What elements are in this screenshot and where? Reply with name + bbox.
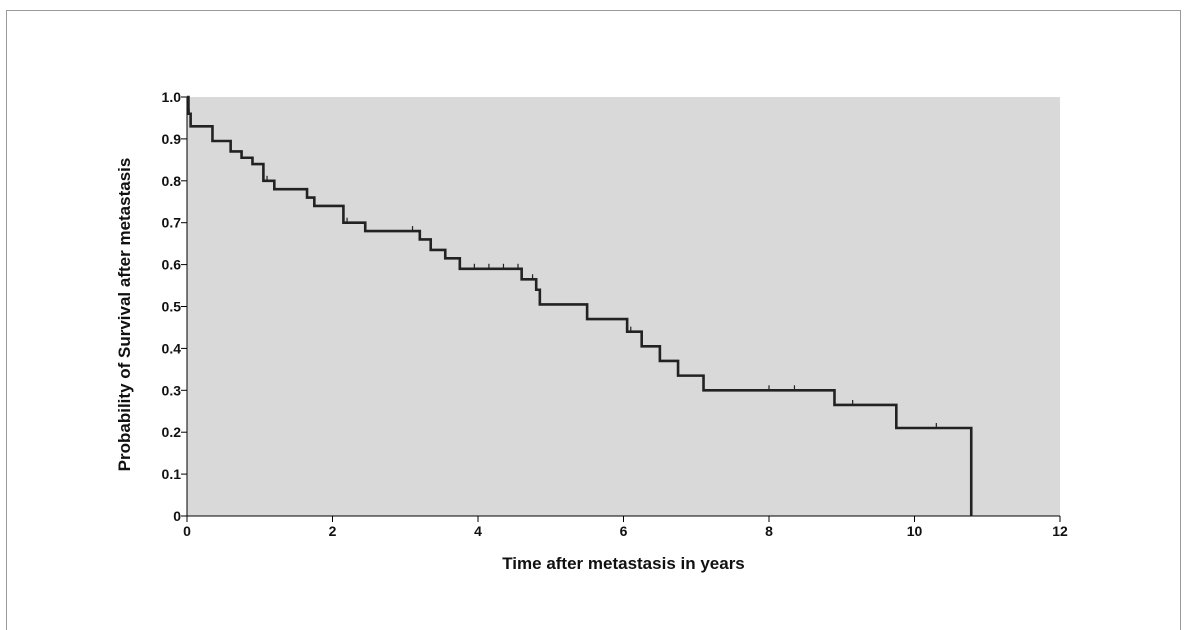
plot-area: [187, 97, 1060, 516]
survival-curve: [187, 95, 973, 516]
y-tick-label: 0.8: [162, 173, 182, 189]
x-tick-label: 12: [1052, 523, 1068, 539]
x-tick-label: 2: [329, 523, 337, 539]
x-tick-label: 10: [907, 523, 923, 539]
tick-labels: 0 2 4 6 8 10 12 0 0.1 0.2 0.3 0.4 0.5 0.6 0.7 0.8 0.9 1.0: [162, 89, 1068, 539]
y-tick-label: 0.2: [162, 424, 182, 440]
chart-frame: [6, 10, 1181, 630]
x-axis-title: Time after metastasis in years: [502, 554, 745, 573]
y-tick-label: 0.7: [162, 215, 182, 231]
y-tick-label: 0.6: [162, 257, 182, 273]
x-tick-label: 4: [474, 523, 482, 539]
y-tick-label: 0.9: [162, 131, 182, 147]
y-tick-label: 0.3: [162, 382, 182, 398]
y-tick-label: 0: [173, 508, 181, 524]
y-tick-label: 0.5: [162, 299, 182, 315]
x-tick-label: 6: [620, 523, 628, 539]
x-tick-label: 0: [183, 523, 191, 539]
survival-step-line: [187, 95, 973, 516]
y-tick-label: 0.4: [162, 340, 182, 356]
y-tick-label: 1.0: [162, 89, 182, 105]
axis-ticks: [181, 96, 1061, 522]
censor-marks: [188, 108, 937, 429]
y-tick-label: 0.1: [162, 466, 182, 482]
y-axis-title: Probability of Survival after metastasis: [115, 158, 134, 472]
x-tick-label: 8: [765, 523, 773, 539]
